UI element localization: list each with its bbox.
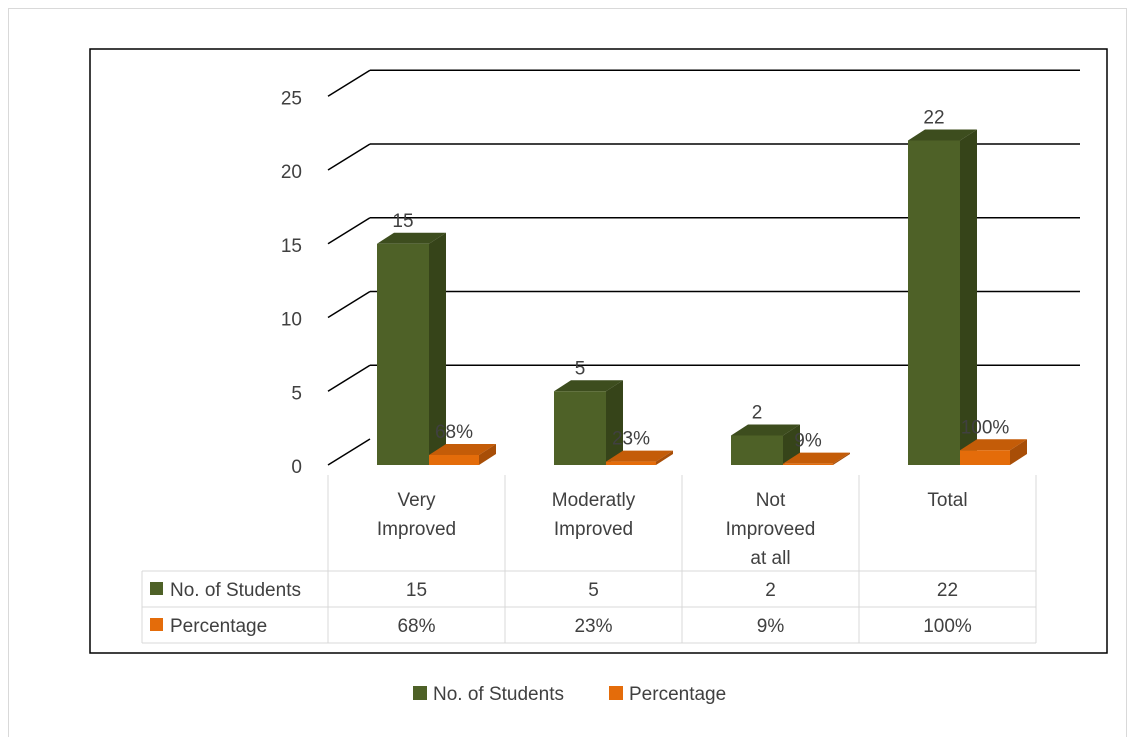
y-tick-label: 15 [281,236,302,257]
gridline-diagonal [327,364,371,392]
y-tick-label: 5 [291,383,302,404]
category-label: Very [397,490,436,511]
data-label-percentage: 23% [612,429,650,450]
bar-students [554,391,606,465]
y-tick-label: 20 [281,162,302,183]
data-label-percentage: 100% [961,417,1010,438]
gridline-diagonal [327,217,371,245]
gridline-diagonal [327,69,371,97]
table-legend-key [150,618,163,631]
gridline-diagonal [327,290,371,319]
table-cell: 23% [574,616,612,637]
bar-percentage [606,461,656,465]
bar-percentage [429,454,479,465]
table-cell: 2 [765,580,776,601]
bar-side [479,443,496,465]
gridline-diagonal [327,143,371,171]
chart-frame [8,8,1127,737]
bar-top [960,439,1027,451]
category-label: Not [756,490,786,511]
data-label-students: 2 [752,403,763,424]
category-label: Improved [377,519,456,540]
bar-top [783,452,850,464]
table-row-header: Percentage [170,616,267,637]
table-cell: 68% [397,616,435,637]
y-tick-label: 0 [291,457,302,478]
bar-side [429,232,446,465]
category-label: at all [750,548,790,569]
gridline-diagonal [327,438,371,466]
plot-border [89,48,1108,654]
y-tick-label: 10 [281,310,302,331]
data-label-students: 22 [923,108,944,129]
category-label: Improveed [726,519,816,540]
legend-label-percentage: Percentage [629,684,726,705]
bar-percentage [960,450,1010,465]
bar-students [377,243,429,465]
bar-side [656,450,673,465]
bar-side [606,380,623,465]
bar-top [908,129,977,141]
bar-top [606,450,673,462]
legend-swatch-students [413,686,427,700]
table-cell: 15 [406,580,427,601]
table-cell: 5 [588,580,599,601]
table-cell: 100% [923,616,972,637]
y-tick-label: 25 [281,88,302,109]
legend-swatch-percentage [609,686,623,700]
data-label-students: 5 [575,358,586,379]
table-cell: 22 [937,580,958,601]
bar-side [833,452,850,465]
data-label-percentage: 68% [435,422,473,443]
bar-side [960,129,977,465]
bar-side [783,424,800,465]
category-label: Total [927,490,967,511]
data-label-students: 15 [392,211,413,232]
bar-top [554,380,623,392]
bar-percentage [783,463,833,465]
table-legend-key [150,582,163,595]
category-label: Improved [554,519,633,540]
table-cell: 9% [757,616,785,637]
bar-students [731,435,783,465]
bar-top [377,232,446,244]
category-label: Moderatly [552,490,636,511]
data-label-percentage: 9% [794,431,822,452]
bar-students [908,140,960,465]
table-row-header: No. of Students [170,580,301,601]
legend-label-students: No. of Students [433,684,564,705]
bar-top [731,424,800,436]
bar-top [429,443,496,455]
bar-side [1010,439,1027,465]
